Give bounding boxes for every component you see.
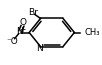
Text: N: N	[16, 27, 23, 36]
Text: ⁻O: ⁻O	[6, 37, 18, 46]
Text: O: O	[20, 18, 27, 27]
Text: CH₃: CH₃	[85, 28, 100, 37]
Text: +: +	[19, 25, 26, 34]
Text: Br: Br	[28, 8, 38, 17]
Text: N: N	[36, 45, 43, 53]
